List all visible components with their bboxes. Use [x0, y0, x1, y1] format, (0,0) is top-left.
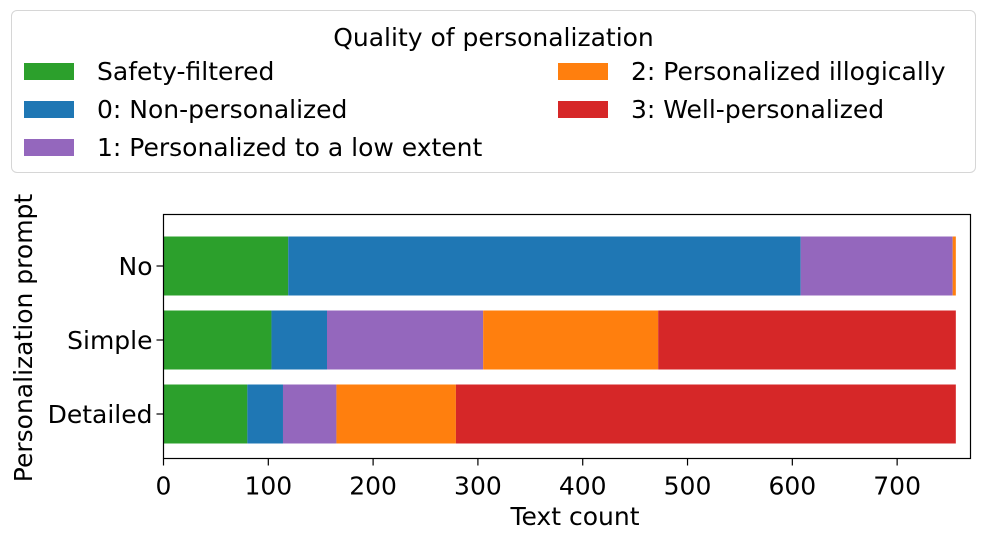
x-tick-label: 0 — [156, 472, 172, 501]
bar-segment — [247, 384, 283, 444]
x-tick-label: 100 — [244, 472, 292, 501]
bar-segment — [800, 236, 953, 296]
bar-segment — [163, 384, 248, 444]
legend-item-well-personalized: 3: Well-personalized — [558, 94, 884, 124]
legend-item-safety-filtered: Safety-filtered — [24, 56, 274, 86]
legend-label: 2: Personalized illogically — [631, 56, 946, 86]
plot-frame — [162, 213, 972, 460]
legend-swatch — [558, 62, 608, 80]
y-axis-ticks: No Simple Detailed — [48, 252, 164, 429]
x-tick-label: 700 — [873, 472, 921, 501]
y-tick-label: No — [119, 252, 153, 281]
x-tick-label: 300 — [454, 472, 502, 501]
y-axis-label: Personalization prompt — [9, 194, 38, 483]
bar-segment — [326, 310, 484, 370]
x-tick-label: 200 — [349, 472, 397, 501]
legend-swatch — [24, 62, 74, 80]
legend-swatch — [558, 100, 608, 118]
legend-label: 3: Well-personalized — [631, 94, 885, 124]
legend-label: 1: Personalized to a low extent — [97, 132, 483, 162]
x-axis-ticks: 0 100 200 300 400 500 600 700 — [156, 458, 921, 501]
legend-swatch — [24, 100, 74, 118]
x-tick-label: 500 — [664, 472, 712, 501]
legend-label: Safety-filtered — [97, 56, 275, 86]
x-axis-label: Text count — [509, 502, 639, 531]
x-tick-label: 600 — [768, 472, 816, 501]
bar-segment — [163, 236, 289, 296]
y-tick-label: Detailed — [48, 400, 153, 429]
legend-title: Quality of personalization — [333, 23, 654, 52]
legend-item-non-personalized: 0: Non-personalized — [24, 94, 347, 124]
chart-legend: Quality of personalization Safety-filter… — [11, 10, 976, 173]
bar-segment — [288, 236, 801, 296]
bar-segment — [483, 310, 659, 370]
legend-item-low-extent: 1: Personalized to a low extent — [24, 132, 482, 162]
bar-segment — [658, 310, 956, 370]
bar-segment — [282, 384, 337, 444]
bar-segment — [336, 384, 456, 444]
bar-segment — [163, 310, 272, 370]
bar-segment — [455, 384, 956, 444]
legend-swatch — [24, 138, 74, 156]
bars-layer — [163, 236, 956, 444]
legend-label: 0: Non-personalized — [97, 94, 348, 124]
y-tick-label: Simple — [67, 326, 152, 355]
legend-item-illogically: 2: Personalized illogically — [558, 56, 946, 86]
x-tick-label: 400 — [559, 472, 607, 501]
bar-segment — [271, 310, 327, 370]
bar-segment — [952, 236, 956, 296]
